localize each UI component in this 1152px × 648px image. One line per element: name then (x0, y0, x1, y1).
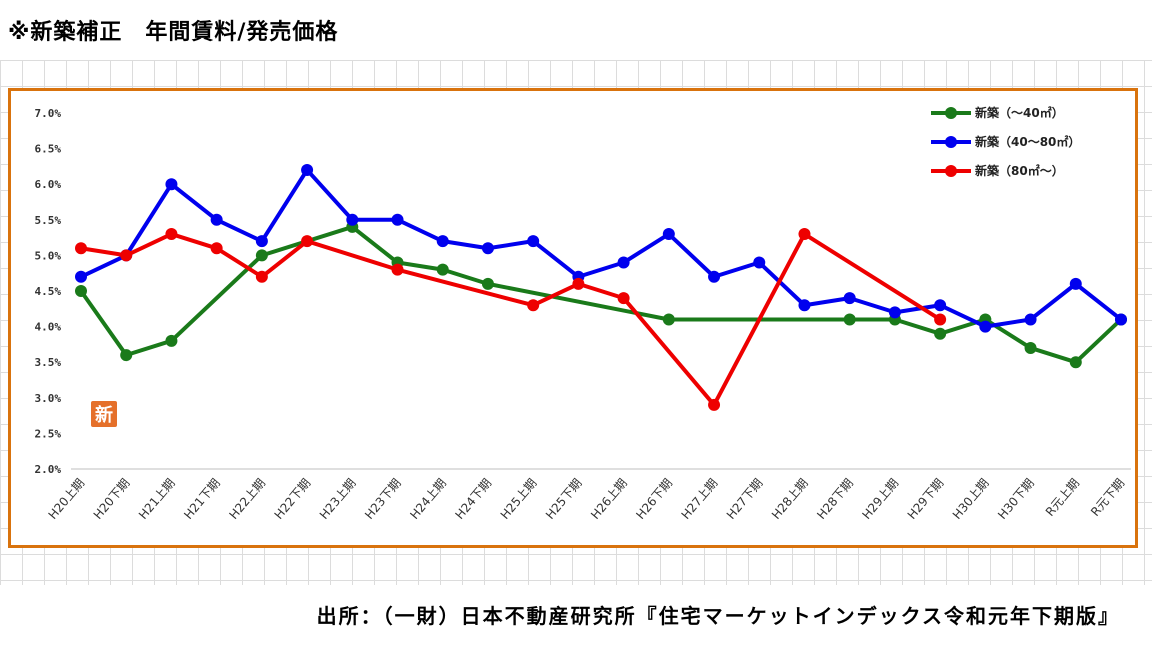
data-point (572, 277, 585, 290)
legend-label: 新築（80㎡～） (975, 163, 1064, 178)
x-tick-label: H23下期 (362, 476, 404, 522)
y-tick-label: 4.0% (35, 321, 62, 334)
data-point (436, 263, 449, 276)
data-point (75, 270, 87, 283)
y-tick-label: 5.0% (35, 249, 62, 262)
legend-label: 新築（～40㎡） (975, 105, 1064, 120)
data-point (753, 256, 766, 269)
data-point (165, 228, 178, 241)
x-tick-label: H25上期 (498, 476, 540, 522)
data-point (934, 313, 947, 326)
legend-label: 新築（40～80㎡） (975, 134, 1080, 149)
x-tick-label: H20上期 (46, 476, 88, 522)
data-point (255, 235, 268, 248)
x-tick-label: H22上期 (226, 476, 268, 522)
data-point (1024, 313, 1037, 326)
data-point (934, 299, 947, 312)
data-point (617, 256, 630, 269)
y-tick-label: 4.5% (35, 285, 62, 298)
y-tick-label: 6.5% (35, 143, 62, 156)
data-point (481, 277, 494, 290)
x-tick-label: H26下期 (633, 476, 675, 522)
data-point (301, 235, 314, 248)
data-point (843, 292, 856, 305)
data-point (75, 242, 87, 255)
x-tick-label: H30上期 (950, 476, 992, 522)
y-tick-label: 5.5% (35, 214, 62, 227)
data-point (979, 320, 992, 333)
legend-swatch-marker (945, 107, 957, 119)
x-tick-label: H27下期 (724, 476, 766, 522)
data-point (75, 285, 87, 297)
data-point (527, 235, 540, 248)
data-point (210, 213, 223, 226)
data-point (436, 235, 449, 248)
series-line (79, 224, 1123, 365)
data-point (165, 178, 178, 191)
data-point (165, 334, 178, 347)
x-tick-label: R元上期 (1043, 476, 1082, 519)
data-point (617, 292, 630, 305)
data-point (888, 306, 901, 319)
data-point (843, 313, 856, 326)
y-tick-label: 2.5% (35, 427, 62, 440)
data-point (1069, 356, 1082, 369)
data-point (346, 213, 359, 226)
x-tick-label: H29上期 (859, 476, 901, 522)
x-tick-label: H24上期 (407, 476, 449, 522)
chart-frame: 2.0% 2.5% 3.0% 3.5% 4.0% 4.5% 5.0% 5.5% 6.0% 6.5%… (8, 88, 1138, 548)
data-point (255, 270, 268, 283)
x-tick-label: H21上期 (136, 476, 178, 522)
x-tick-label: R元下期 (1088, 476, 1127, 519)
x-tick-label: H24下期 (452, 476, 494, 522)
y-tick-label: 6.0% (35, 178, 62, 191)
legend-swatch-marker (945, 136, 957, 148)
data-point (934, 327, 947, 340)
data-point (708, 398, 721, 411)
data-point (120, 349, 133, 362)
y-tick-label: 2.0% (35, 463, 62, 476)
data-point (391, 213, 404, 226)
data-point (798, 299, 811, 312)
x-tick-label: H22下期 (272, 476, 314, 522)
source-citation: 出所：（一財）日本不動産研究所『住宅マーケットインデックス令和元年下期版』 (316, 604, 1120, 628)
x-tick-label: H20下期 (91, 476, 133, 522)
data-point (1115, 313, 1127, 326)
new-badge: 新 (91, 401, 117, 427)
x-tick-label: H21下期 (181, 476, 223, 522)
x-tick-label: H25下期 (543, 476, 585, 522)
x-tick-label: H27上期 (679, 476, 721, 522)
legend-swatch-marker (945, 165, 957, 177)
data-point (120, 249, 133, 262)
data-point (662, 313, 675, 326)
y-tick-label: 3.5% (35, 356, 62, 369)
data-point (1024, 341, 1037, 354)
data-point (301, 163, 314, 176)
data-point (481, 242, 494, 255)
x-tick-label: H23上期 (317, 476, 359, 522)
data-point (798, 228, 811, 241)
data-point (527, 299, 540, 312)
data-point (1069, 277, 1082, 290)
x-tick-label: H29下期 (905, 476, 947, 522)
data-point (210, 242, 223, 255)
y-tick-label: 3.0% (35, 392, 62, 405)
line-chart: 2.0% 2.5% 3.0% 3.5% 4.0% 4.5% 5.0% 5.5% 6.0% 6.5%… (35, 105, 1131, 522)
series-line (80, 167, 1123, 329)
y-tick-label: 7.0% (35, 107, 62, 120)
data-point (255, 249, 268, 262)
data-point (662, 228, 675, 241)
x-tick-label: H26上期 (588, 476, 630, 522)
data-point (391, 263, 404, 276)
x-tick-label: H30下期 (995, 476, 1037, 522)
page-title: ※新築補正 年間賃料/発売価格 (8, 20, 339, 45)
data-point (708, 270, 721, 283)
x-tick-label: H28下期 (814, 476, 856, 522)
x-tick-label: H28上期 (769, 476, 811, 522)
